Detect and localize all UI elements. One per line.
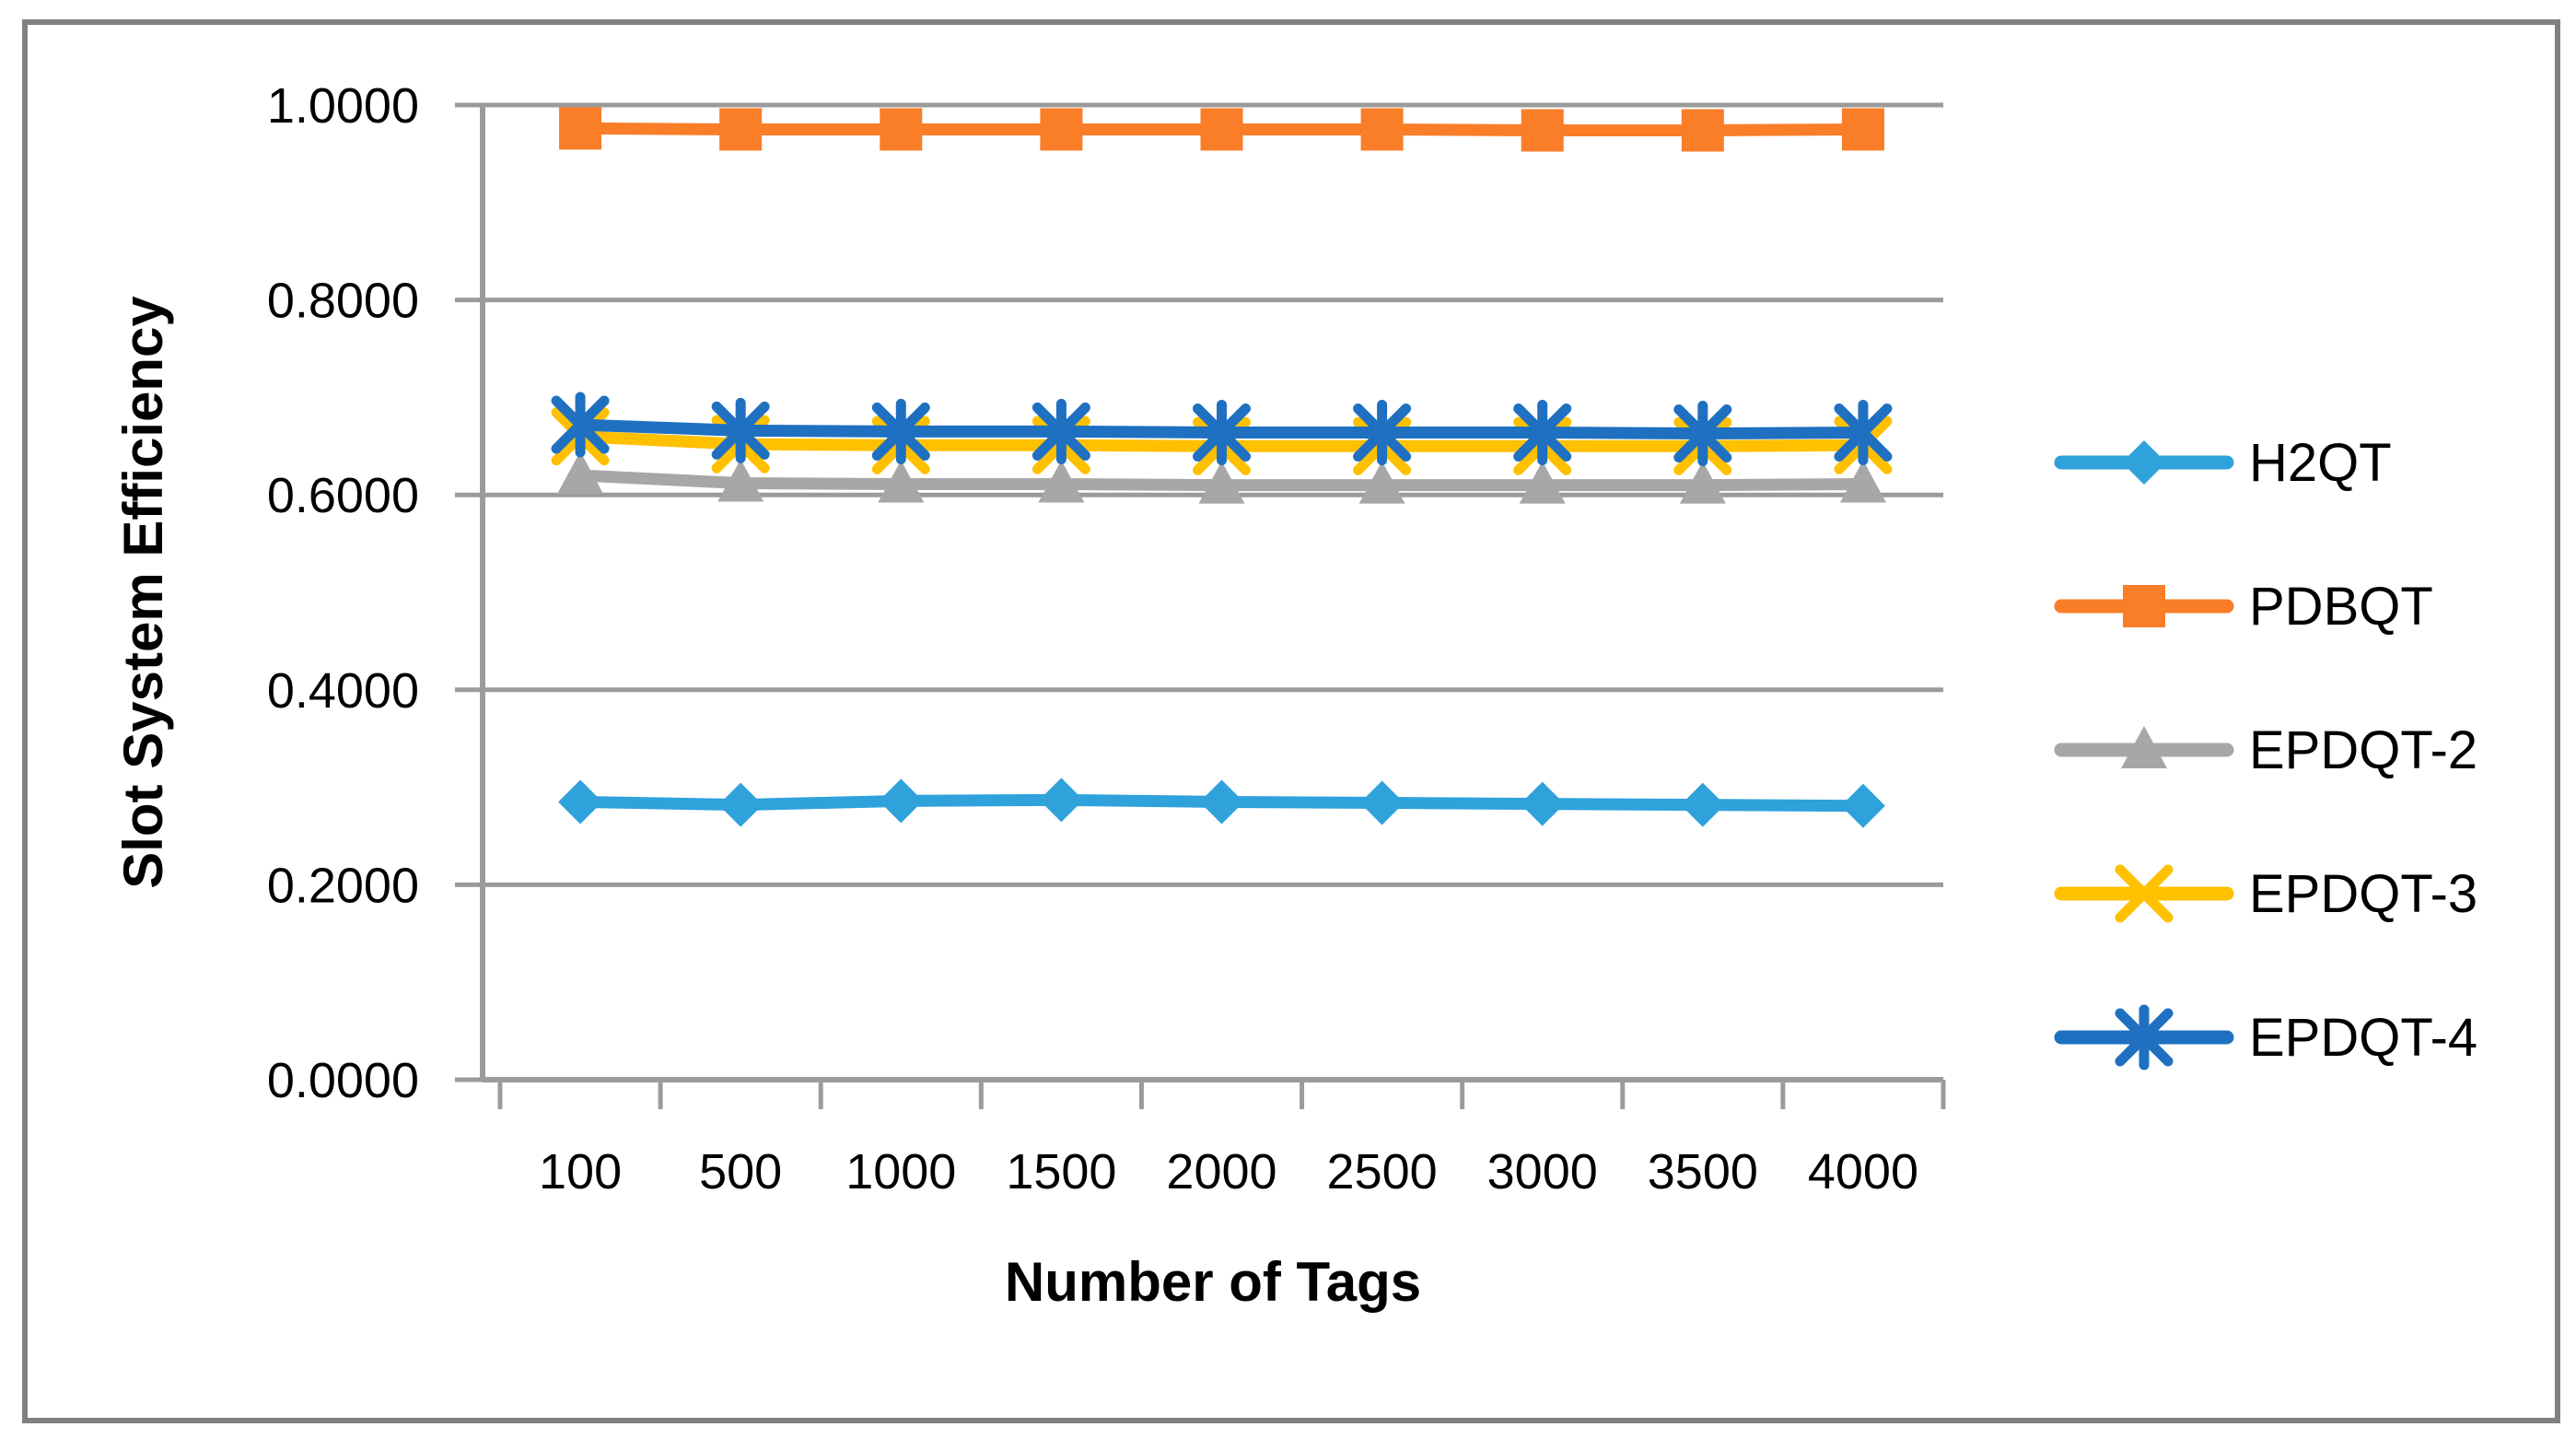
y-tick-label: 0.6000 [267, 468, 419, 523]
H2QT-marker [558, 779, 603, 825]
legend-item-EPDQT-2: EPDQT-2 [2054, 720, 2477, 780]
figure-border [22, 19, 2560, 1423]
legend-x-icon [2115, 864, 2174, 923]
y-tick-label: 0.2000 [267, 858, 419, 913]
EPDQT-4-marker [1513, 399, 1572, 465]
EPDQT-2-marker [1358, 461, 1405, 504]
x-tick-label: 500 [699, 1144, 782, 1199]
EPDQT-4-marker [1353, 399, 1412, 465]
y-tick-label: 0.4000 [267, 663, 419, 719]
y-axis-title: Slot System Efficiency [112, 296, 174, 889]
legend-item-PDBQT: PDBQT [2054, 577, 2433, 637]
legend-square-icon [2123, 585, 2165, 627]
legend-item-H2QT: H2QT [2054, 433, 2392, 493]
EPDQT-4-marker [1673, 401, 1732, 467]
PDBQT-marker [719, 108, 763, 151]
legend-label: EPDQT-4 [2249, 1008, 2477, 1068]
EPDQT-4-marker [871, 398, 930, 464]
EPDQT-2-marker [1519, 461, 1566, 504]
EPDQT-2-marker [1839, 460, 1886, 503]
H2QT-marker [879, 778, 924, 824]
axes [455, 102, 1946, 1109]
EPDQT-4-marker [551, 392, 610, 458]
EPDQT-2-marker [557, 451, 604, 495]
x-tick-label: 3000 [1487, 1144, 1598, 1199]
legend-label: EPDQT-3 [2249, 864, 2477, 924]
H2QT-marker [1199, 779, 1244, 825]
H2QT-marker [1680, 782, 1725, 827]
H2QT-marker [1359, 780, 1405, 825]
PDBQT-marker [1200, 108, 1243, 151]
series-EPDQT-2 [557, 451, 1886, 504]
H2QT-marker [718, 782, 763, 827]
PDBQT-marker [1360, 108, 1404, 151]
x-tick-label: 1500 [1006, 1144, 1116, 1199]
PDBQT-marker [1681, 109, 1724, 152]
PDBQT-marker [559, 107, 602, 150]
series-PDBQT [559, 107, 1884, 152]
legend-label: PDBQT [2249, 577, 2433, 637]
H2QT-marker [1840, 783, 1885, 828]
PDBQT-marker [1841, 108, 1884, 151]
legend-diamond-icon [2122, 440, 2166, 485]
x-tick-label: 3500 [1648, 1144, 1758, 1199]
H2QT-marker [1039, 778, 1084, 823]
legend-item-EPDQT-4: EPDQT-4 [2054, 1004, 2477, 1070]
PDBQT-marker [880, 108, 923, 151]
legend-asterisk-icon [2115, 1004, 2174, 1070]
tick-labels: 0.0000 0.2000 0.4000 0.6000 0.8000 1.0000 100 5… [267, 78, 1918, 1199]
chart-legend: H2QT PDBQT EPDQT-2 EPDQT-3 EPDQT-4 [2054, 433, 2477, 1070]
EPDQT-4-marker [1193, 399, 1251, 465]
EPDQT-4-marker [1032, 398, 1090, 464]
x-tick-label: 1000 [845, 1144, 956, 1199]
x-axis-title: Number of Tags [1005, 1251, 1421, 1313]
EPDQT-4-marker [1834, 399, 1893, 465]
PDBQT-marker [1521, 109, 1564, 152]
EPDQT-4-marker [711, 397, 770, 463]
y-tick-label: 1.0000 [267, 78, 419, 134]
x-tick-label: 4000 [1808, 1144, 1918, 1199]
EPDQT-2-marker [1679, 461, 1726, 504]
x-tick-label: 2000 [1166, 1144, 1276, 1199]
series-EPDQT-4 [551, 392, 1893, 467]
legend-item-EPDQT-3: EPDQT-3 [2054, 864, 2477, 924]
y-tick-label: 0.0000 [267, 1053, 419, 1108]
legend-triangle-icon [2121, 726, 2167, 768]
EPDQT-2-marker [878, 460, 925, 503]
series-H2QT [558, 778, 1885, 828]
x-tick-label: 100 [539, 1144, 622, 1199]
H2QT-marker [1520, 781, 1565, 826]
legend-label: H2QT [2249, 433, 2392, 493]
EPDQT-2-marker [717, 459, 764, 502]
x-tick-label: 2500 [1327, 1144, 1438, 1199]
y-tick-label: 0.8000 [267, 274, 419, 329]
EPDQT-2-marker [1038, 460, 1085, 503]
PDBQT-marker [1040, 108, 1083, 151]
EPDQT-2-marker [1198, 461, 1245, 504]
legend-label: EPDQT-2 [2249, 720, 2477, 780]
